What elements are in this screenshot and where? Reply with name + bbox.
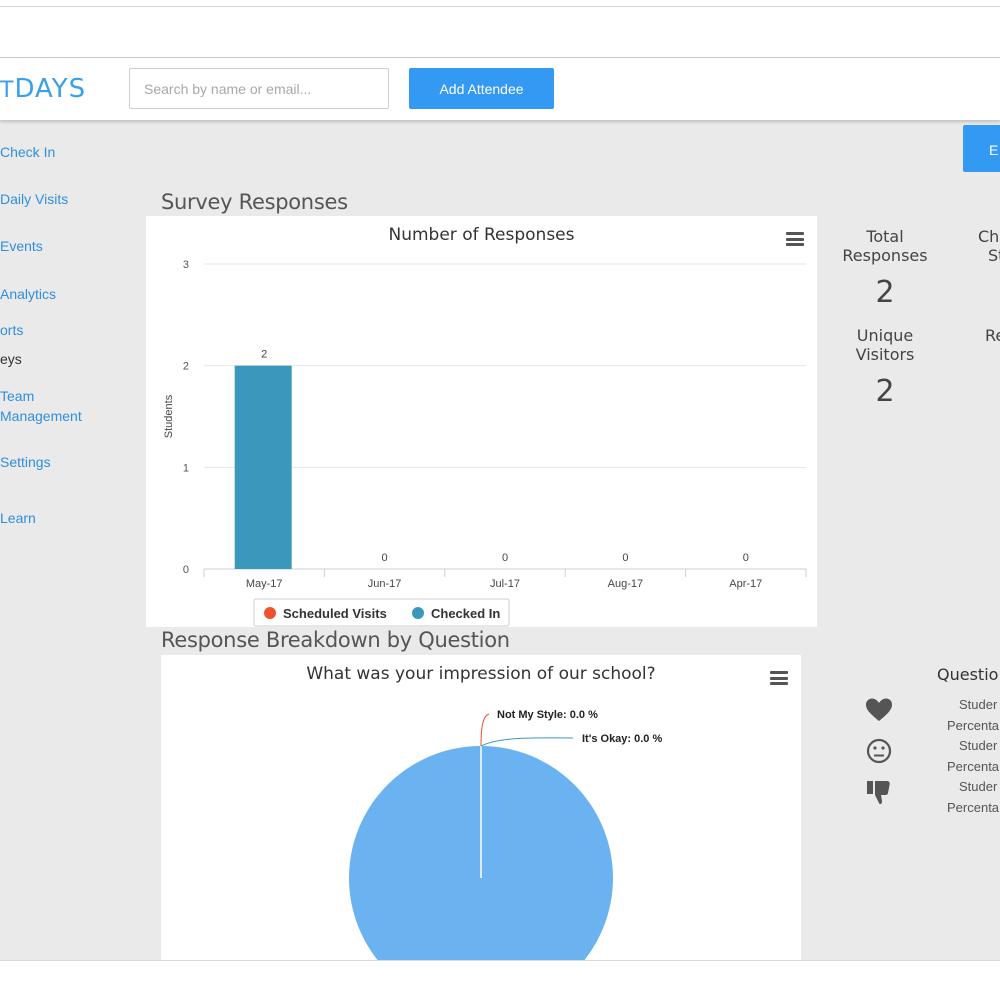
thumbs-down-icon [864,777,894,807]
top-header: TDAYS Add Attendee [0,58,1000,120]
total-responses-value: 2 [875,275,895,310]
data-label: 2 [261,349,267,361]
sidebar-item-learn[interactable]: Learn [0,510,36,526]
bottom-strip [0,960,1000,1000]
unique-visitors-stat: Unique Visitors 2 [830,326,940,409]
responses-bar-chart: 0 1 2 3 Students May-17 2 Jun-17 0 Jul-17 0 Aug-17 0… [163,259,807,627]
add-attendee-button[interactable]: Add Attendee [409,68,554,109]
pie-label-its-okay: It's Okay: 0.0 % [582,733,662,745]
total-responses-label: Total Responses [842,227,928,265]
clipped-stat-2: Re [985,326,1000,345]
legend-scheduled-label: Scheduled Visits [283,606,387,621]
x-tick-label: Jun-17 [368,578,402,590]
impression-pie-chart: Not My Style: 0.0 % It's Okay: 0.0 % [349,709,662,960]
unique-visitors-label: Unique Visitors [855,326,915,364]
y-tick-label: 1 [183,462,189,474]
responses-chart-title: Number of Responses [388,225,575,245]
legend-box [253,598,510,627]
legend-checked-label: Checked In [431,606,500,621]
survey-section-title: Survey Responses [161,190,348,214]
clipped-stat-label: ChSt [978,227,1000,265]
clipped-stat: ChSt [978,227,1000,265]
export-button[interactable]: E [963,125,1000,172]
breakdown-section-title: Response Breakdown by Question [161,628,510,652]
x-tick-label: Apr-17 [729,578,762,590]
pie-label-not-my-style: Not My Style: 0.0 % [497,709,598,721]
data-label: 0 [502,552,508,564]
y-tick-label: 3 [183,259,189,271]
legend-scheduled-marker [264,607,276,619]
y-tick-label: 0 [183,564,189,576]
clipped-stat-2-label: Re [985,326,1000,345]
question-row-1-line2: Percenta [947,718,1000,733]
sidebar-item-surveys[interactable]: eys [0,351,22,367]
app-logo[interactable]: TDAYS [0,74,87,104]
data-label: 0 [743,552,749,564]
app-window: TDAYS Add Attendee Check In Daily Visits… [0,57,1000,960]
sidebar-item-team[interactable]: Team [0,388,35,404]
heart-icon [864,695,894,725]
y-tick-label: 2 [183,361,189,373]
question-row-3-line2: Percenta [947,800,1000,815]
pie-connector-not-my-style [480,713,490,747]
search-input[interactable] [129,68,389,109]
question-row-1-line1: Studer [959,697,998,712]
question-row-2-line2: Percenta [947,759,1000,774]
question-row-3-line1: Studer [959,779,998,794]
x-tick-label: May-17 [246,578,283,590]
sidebar-item-daily-visits[interactable]: Daily Visits [0,191,69,207]
question-row-2-line1: Studer [959,738,998,753]
sidebar-item-reports[interactable]: orts [0,322,24,338]
data-label: 0 [622,552,628,564]
x-tick-label: Jul-17 [490,578,520,590]
neutral-face-icon [865,736,895,766]
sidebar-item-check-in[interactable]: Check In [0,144,56,160]
responses-chart-panel: Number of Responses 0 1 2 3 Students May-17 2 J… [146,216,817,627]
bar-checked-in [234,365,292,569]
total-responses-stat: Total Responses 2 [830,227,940,310]
top-divider [0,6,1000,7]
pie-chart-menu-icon[interactable] [770,671,788,685]
sidebar-item-events[interactable]: Events [0,238,43,254]
data-label: 0 [382,552,388,564]
x-tick-label: Aug-17 [608,578,643,590]
chart-menu-icon[interactable] [786,232,804,246]
impression-chart-title: What was your impression of our school? [306,664,656,684]
sidebar-item-management[interactable]: Management [0,408,82,424]
y-axis-label: Students [163,394,175,438]
chart-legend: Scheduled Visits Checked In [253,598,510,627]
pie-connector-its-okay [480,737,574,747]
sidebar-item-settings[interactable]: Settings [0,454,51,470]
legend-checked-marker [412,607,424,619]
unique-visitors-value: 2 [875,374,895,409]
question-header: Questio [937,665,999,684]
sidebar-item-analytics[interactable]: Analytics [0,286,57,302]
impression-chart-panel: What was your impression of our school? … [161,655,801,960]
